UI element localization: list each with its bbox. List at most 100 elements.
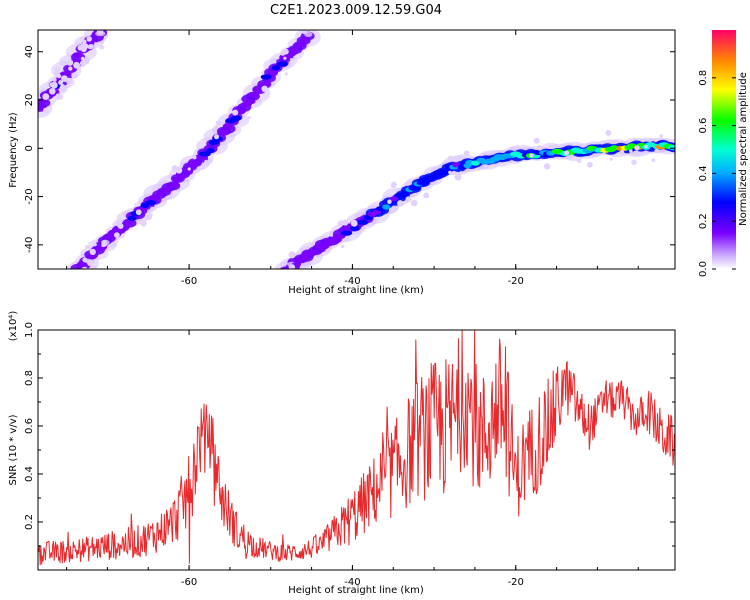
- spectrogram-speckle: [390, 183, 396, 188]
- spectrogram-speckle: [288, 276, 293, 281]
- spectrogram-speckle: [50, 81, 58, 89]
- spectrogram-speckle: [232, 109, 239, 116]
- spectrogram-speckle: [79, 269, 85, 275]
- x-tick-label: -20: [508, 276, 524, 287]
- spectrogram-speckle: [543, 163, 551, 170]
- spectrogram-speckle: [301, 30, 308, 35]
- spectrogram-speckle: [654, 138, 658, 143]
- spectrogram-blob: [245, 99, 256, 105]
- spectrogram-speckle: [203, 162, 208, 166]
- y-tick-label: 1.0: [24, 322, 35, 338]
- spectrogram-speckle: [81, 266, 88, 269]
- spectrogram-speckle: [577, 159, 582, 163]
- spectrogram-blob: [408, 185, 421, 191]
- spectrogram-speckle: [79, 36, 84, 41]
- spectrogram-blob: [162, 186, 173, 192]
- spectrogram-speckle: [454, 173, 462, 181]
- spectrogram-speckle: [61, 75, 68, 82]
- spectrogram-blob: [382, 204, 391, 210]
- spectrogram-speckle: [459, 171, 463, 175]
- spectrogram-speckle: [59, 61, 64, 65]
- spectrogram-speckle: [135, 209, 142, 216]
- spectrogram-speckle: [99, 44, 104, 50]
- spectrogram-speckle: [150, 206, 155, 211]
- snr-panel: -60 -40 -20 0.2 0.4 0.6 0.8 1.0 Height of strai…: [8, 311, 676, 596]
- y-tick-label: 20: [24, 94, 35, 107]
- spectrogram-speckle: [282, 48, 289, 55]
- spectrogram-speckle: [201, 166, 205, 170]
- spectrogram-blob: [145, 200, 157, 206]
- spectrogram-speckle: [100, 19, 105, 24]
- spectrogram-speckle: [651, 158, 656, 162]
- spectrogram-speckle: [80, 56, 85, 61]
- x-tick-label: -20: [508, 577, 524, 588]
- spectrogram-speckle: [94, 42, 98, 46]
- spectrogram-speckle: [290, 58, 294, 62]
- x-tick-label: -60: [181, 276, 197, 287]
- spectrogram-blob: [87, 254, 97, 260]
- spectrogram-speckle: [631, 159, 637, 165]
- spectrogram-speckle: [397, 200, 404, 207]
- spectrogram-speckle: [49, 88, 56, 95]
- x-tick-label: -60: [181, 577, 197, 588]
- spectrogram-speckle: [87, 259, 94, 266]
- spectrogram-speckle: [82, 257, 88, 263]
- spectrogram-panel: -60 -40 -20 -40 -20 0 20 40 Height of straight …: [8, 19, 749, 296]
- spectrogram-speckle: [73, 61, 80, 69]
- spectrogram-speckle: [80, 42, 87, 48]
- spectrogram-speckle: [423, 192, 430, 199]
- x-tick-label: -40: [344, 276, 360, 287]
- spectrogram-speckle: [329, 233, 334, 237]
- snr-series-line: [38, 330, 675, 566]
- spectrogram-blob: [319, 244, 330, 250]
- y-tick-label: 0: [24, 145, 35, 151]
- spectrogram-speckle: [261, 85, 268, 93]
- spectrogram-blob: [439, 169, 449, 175]
- spectrogram-blob: [344, 225, 353, 231]
- figure-title: C2E1.2023.009.12.59.G04: [270, 3, 442, 18]
- spectrogram-speckle: [247, 116, 251, 120]
- colorbar-label: Normalized spectral amplitude: [738, 72, 749, 226]
- spectrogram-speckle: [340, 244, 345, 249]
- spectrogram-speckle: [86, 36, 92, 42]
- spectrogram-speckle: [619, 150, 625, 155]
- spectrogram-speckle: [175, 167, 183, 174]
- spectrogram-speckle: [68, 66, 73, 71]
- spectrogram-speckle: [288, 251, 296, 259]
- spectrogram-blob: [222, 123, 233, 129]
- colorbar-gradient: [712, 30, 736, 269]
- spectrogram-blob: [298, 254, 310, 260]
- spectrogram-trace: [38, 19, 108, 118]
- spectrogram-speckle: [55, 93, 62, 100]
- snr-ylabel: SNR (10 * v/v): [8, 414, 19, 485]
- spectrogram-speckle: [101, 243, 106, 248]
- spectrogram-speckle: [43, 107, 49, 114]
- spectrogram-xlabel: Height of straight line (km): [288, 285, 424, 296]
- spectrogram-speckle: [59, 85, 66, 92]
- spectrogram-blob: [258, 82, 271, 88]
- spectrogram-speckle: [215, 120, 221, 126]
- spectrogram-speckle: [564, 150, 570, 156]
- spectrogram-blob: [609, 145, 619, 151]
- spectrogram-speckle: [145, 213, 153, 221]
- spectrogram-speckle: [605, 129, 612, 136]
- spectrogram-speckle: [58, 80, 63, 85]
- spectrogram-speckle: [659, 134, 663, 138]
- spectrogram-blob: [206, 147, 215, 154]
- spectrogram-speckle: [284, 72, 288, 76]
- spectrogram-blob: [172, 176, 182, 182]
- y-tick-label: -40: [24, 237, 35, 253]
- spectrogram-blob: [268, 70, 278, 76]
- spectrogram-speckle: [654, 148, 660, 154]
- y-tick-label: 0.8: [24, 370, 35, 386]
- spectrogram-speckle: [192, 155, 197, 160]
- spectrogram-speckle: [410, 199, 418, 207]
- spectrogram-speckle: [634, 145, 640, 151]
- spectrogram-blob: [288, 47, 298, 53]
- snr-axes: -60 -40 -20 0.2 0.4 0.6 0.8 1.0: [24, 322, 675, 588]
- spectrogram-speckle: [66, 59, 74, 66]
- spectrogram-speckle: [529, 153, 534, 158]
- snr-y-multiplier: (x10⁴): [8, 311, 19, 342]
- spectrogram-blob: [198, 151, 211, 157]
- spectrogram-blob: [60, 71, 72, 77]
